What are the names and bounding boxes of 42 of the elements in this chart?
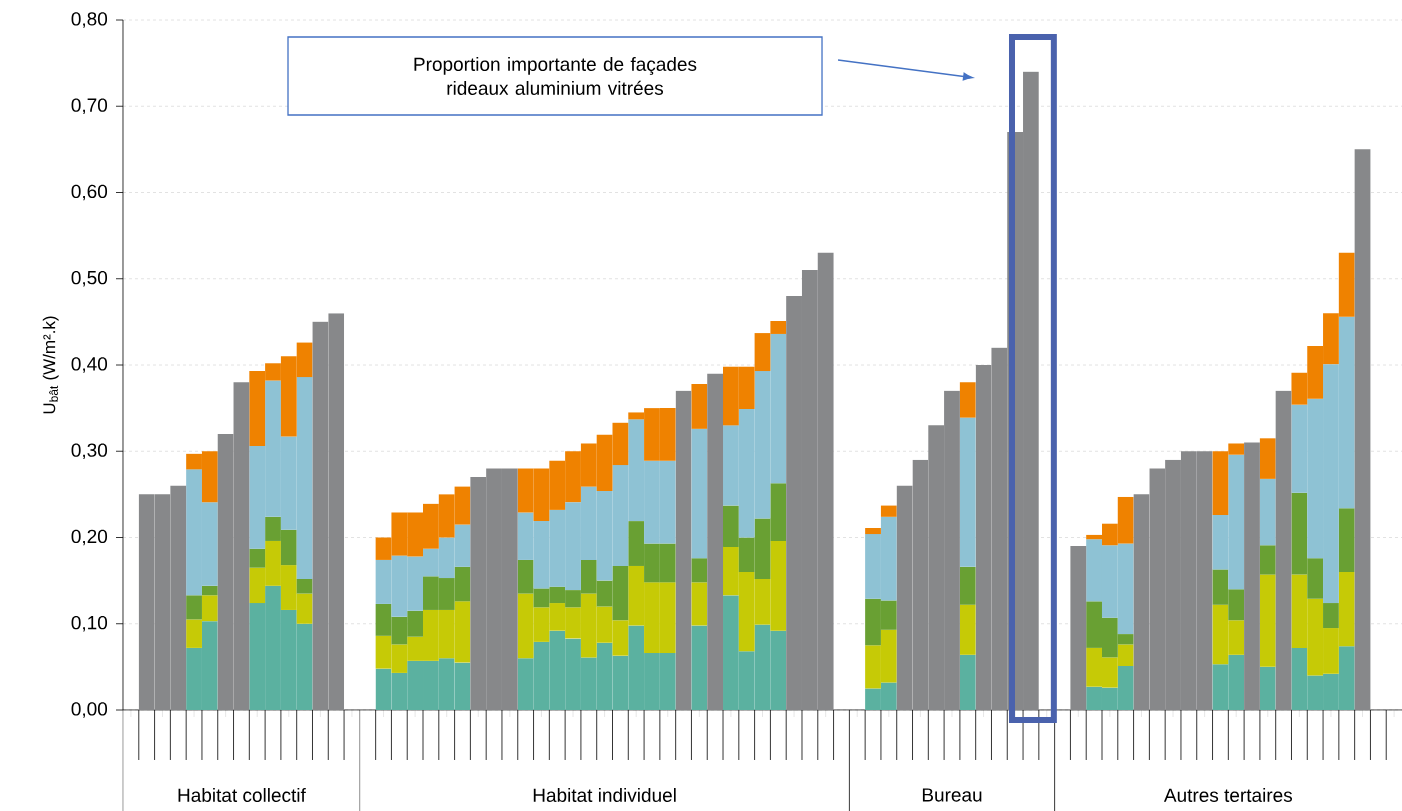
bar [865, 528, 881, 535]
bar [201, 585, 218, 596]
text: Habitat collectif [178, 788, 306, 802]
bar [707, 373, 724, 710]
y-tick-label: 0,50 [71, 270, 108, 287]
bar [1323, 603, 1339, 629]
bar [691, 428, 708, 559]
bar [1275, 390, 1292, 710]
y-tick-label: 0,20 [71, 529, 108, 546]
y-tick-label: 0,60 [71, 184, 108, 201]
y-tick-label: 0,40 [71, 357, 108, 373]
y-tick-label: 0,70 [71, 98, 108, 115]
bar [959, 417, 976, 567]
bar [296, 578, 313, 594]
bar [691, 582, 708, 626]
annotation: Proportion importante de façades rideaux aluminium vitrées [414, 57, 697, 95]
bar [249, 548, 266, 568]
bar [1244, 442, 1260, 710]
text: Autres tertaires [1163, 788, 1293, 802]
bar [1259, 574, 1276, 667]
y-axis-title: U$_{bât}$ (W/m².k) [42, 316, 59, 414]
y-tick-label: 0,30 [71, 443, 108, 460]
bar [186, 595, 202, 620]
y-tick-label: 0,10 [71, 615, 108, 632]
bar [1259, 478, 1276, 546]
text: Bureau [922, 788, 982, 802]
bar [691, 625, 708, 710]
bar [1259, 666, 1276, 710]
bar [1259, 438, 1276, 479]
y-tick-label: 0,00 [71, 702, 108, 718]
bar [959, 654, 976, 710]
bar [959, 604, 976, 655]
bar [691, 558, 708, 583]
y-tick-label: 0,80 [71, 12, 108, 28]
bar [691, 383, 708, 429]
text: Habitat individuel [533, 788, 676, 802]
bar [1338, 508, 1355, 572]
bar [675, 390, 692, 710]
bar [959, 566, 976, 605]
bar [1259, 545, 1276, 575]
bar [880, 505, 897, 517]
bar [959, 382, 976, 418]
